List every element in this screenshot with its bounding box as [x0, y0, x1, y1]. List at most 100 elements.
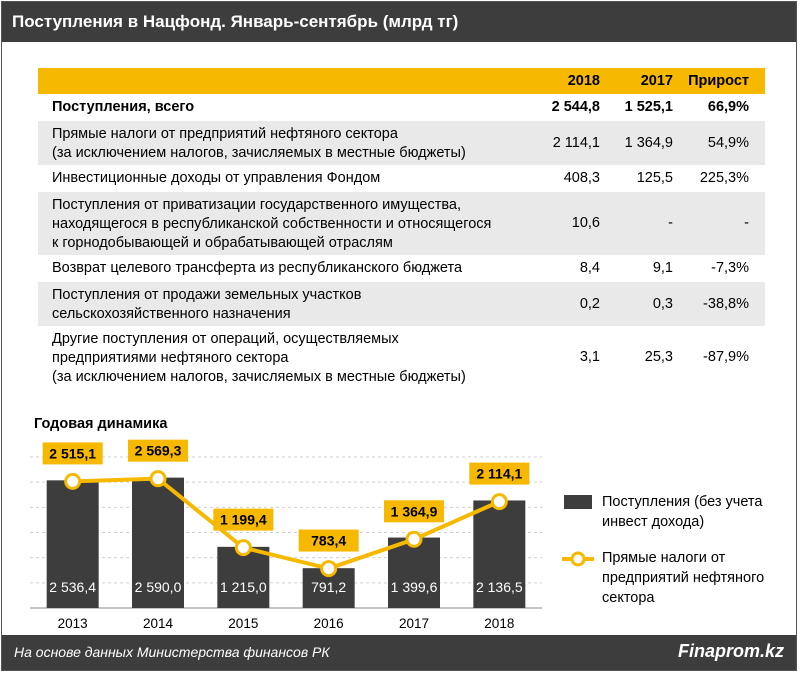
row-label: Поступления от продажи земельных участко… — [52, 286, 361, 324]
value-growth: 225,3% — [699, 170, 749, 186]
row-label-line: Другие поступления от операций, осуществ… — [52, 331, 399, 347]
value-2017: 25,3 — [644, 349, 673, 365]
chart-title: Годовая динамика — [34, 416, 168, 432]
x-tick-label: 2015 — [228, 616, 258, 631]
line-value-label: 783,4 — [311, 533, 346, 549]
row-label-line: Поступления, всего — [52, 99, 195, 115]
line-value-label: 2 569,3 — [135, 443, 182, 459]
line-point-2013 — [64, 472, 82, 490]
table-row: Прямые налоги от предприятий нефтяного с… — [38, 121, 765, 165]
line-label-box — [213, 508, 274, 531]
legend-bar-line: инвест дохода) — [602, 514, 705, 530]
footer-bar: На основе данных Министерства финансов Р… — [2, 635, 796, 670]
line-value-label: 1 199,4 — [220, 512, 267, 528]
bar-value-label: 2 536,4 — [49, 579, 96, 595]
value-2018: 408,3 — [563, 170, 600, 186]
value-growth: -38,8% — [703, 295, 749, 312]
line-point-2018 — [490, 493, 508, 511]
source-note: На основе данных Министерства финансов Р… — [14, 644, 330, 660]
value-2018: 3,1 — [579, 349, 600, 365]
revenue-table: 2018 2017 Прирост Поступления, всего 2 54… — [38, 68, 765, 389]
legend-line-marker — [570, 551, 586, 567]
page-title: Поступления в Нацфонд. Январь-сентябрь (… — [12, 12, 459, 31]
column-header-2018: 2018 — [567, 73, 600, 89]
bar-value-label: 2 590,0 — [135, 579, 182, 595]
value-2017: 125,5 — [636, 170, 673, 186]
line-label-box — [384, 500, 444, 523]
legend-bar-swatch — [564, 495, 592, 509]
line-point-2015 — [234, 539, 252, 557]
brand-logo: Finaprom.kz — [677, 641, 784, 661]
line-label-box — [469, 462, 530, 485]
legend-bar-label: Поступления (без учета инвест дохода) — [602, 492, 762, 532]
line-value-label: 1 364,9 — [391, 503, 438, 519]
x-tick-label: 2017 — [399, 616, 429, 631]
legend-line-line: Прямые налоги от — [602, 550, 726, 566]
row-label: Поступления, всего — [52, 98, 194, 117]
value-2018: 8,4 — [579, 260, 600, 276]
value-2017: 0,3 — [652, 295, 673, 312]
row-label-line: Прямые налоги от предприятий нефтяного с… — [52, 126, 398, 142]
value-growth: 54,9% — [707, 134, 749, 151]
value-2017: 1 364,9 — [624, 134, 673, 151]
table-row: Поступления от приватизации государствен… — [38, 192, 765, 255]
line-label-box — [42, 442, 103, 465]
x-tick-label: 2014 — [143, 616, 174, 631]
bar-value-label: 2 136,5 — [476, 579, 523, 595]
line-value-label: 2 114,1 — [476, 466, 522, 482]
column-header-2017: 2017 — [640, 73, 673, 89]
row-label-line: (за исключением налогов, зачисляемых в м… — [52, 145, 466, 161]
row-label: Возврат целевого трансферта из республик… — [52, 259, 462, 278]
header-bar: Поступления в Нацфонд. Январь-сентябрь (… — [2, 2, 796, 42]
legend-bar-line: Поступления (без учета — [602, 494, 763, 510]
value-growth: -7,3% — [711, 260, 749, 276]
table-row: Поступления, всего 2 544,8 1 525,1 66,9% — [38, 94, 765, 121]
row-label-line: находящегося в республиканской собственн… — [52, 216, 492, 232]
row-label-line: Инвестиционные доходы от управления Фонд… — [52, 170, 381, 186]
row-label-line: к горнодобывающей и обрабатывающей отрас… — [52, 235, 393, 251]
bar-2018 — [473, 500, 526, 608]
legend-line-label: Прямые налоги от предприятий нефтяного с… — [602, 548, 764, 608]
bar-value-label: 791,2 — [311, 579, 346, 595]
row-label-line: Поступления от приватизации государствен… — [52, 197, 461, 213]
line-series-tax — [72, 476, 501, 571]
value-growth: 66,9% — [707, 99, 749, 115]
row-label: Прямые налоги от предприятий нефтяного с… — [52, 125, 466, 163]
row-label-line: предприятиями нефтяного сектора — [52, 350, 289, 366]
value-2017: 1 525,1 — [624, 99, 673, 115]
bar-value-label: 1 215,0 — [220, 579, 267, 595]
table-row: Инвестиционные доходы от управления Фонд… — [38, 165, 765, 192]
table-row: Поступления от продажи земельных участко… — [38, 282, 765, 326]
value-2018: 0,2 — [579, 295, 600, 312]
row-label: Поступления от приватизации государствен… — [52, 196, 491, 253]
row-label-line: сельскохозяйственного назначения — [52, 306, 291, 322]
value-2018: 2 114,1 — [552, 134, 600, 151]
bar-2015 — [217, 546, 270, 608]
value-2018: 10,6 — [571, 215, 600, 231]
bar-2017 — [388, 537, 440, 608]
bar-2014 — [132, 477, 184, 608]
table-row: Возврат целевого трансферта из республик… — [38, 255, 765, 282]
row-label-line: Возврат целевого трансферта из республик… — [52, 260, 463, 276]
x-tick-label: 2013 — [58, 616, 88, 631]
table-row: Другие поступления от операций, осуществ… — [38, 326, 765, 389]
line-label-box — [298, 529, 359, 552]
row-label-line: (за исключением налогов, зачисляемых в м… — [52, 369, 466, 385]
value-2017: 9,1 — [652, 260, 673, 276]
line-point-2017 — [405, 530, 423, 548]
bar-value-label: 1 399,6 — [391, 579, 438, 595]
x-tick-label: 2018 — [484, 616, 514, 631]
legend-line-line: сектора — [602, 590, 655, 606]
row-label: Другие поступления от операций, осуществ… — [52, 330, 466, 387]
line-point-2014 — [149, 470, 167, 488]
column-header-growth: Прирост — [688, 73, 749, 89]
line-point-2016 — [320, 560, 338, 578]
value-2017: - — [668, 215, 673, 231]
legend-line-line: предприятий нефтяного — [602, 570, 765, 586]
value-growth: -87,9% — [703, 349, 749, 365]
row-label-line: Поступления от продажи земельных участко… — [52, 287, 362, 303]
value-2018: 2 544,8 — [551, 99, 600, 115]
x-tick-label: 2016 — [314, 616, 344, 631]
line-value-label: 2 515,1 — [49, 445, 96, 461]
